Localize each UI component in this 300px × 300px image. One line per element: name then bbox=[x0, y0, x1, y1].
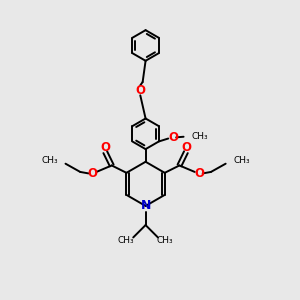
Text: O: O bbox=[135, 84, 145, 97]
Text: CH₃: CH₃ bbox=[118, 236, 134, 245]
Text: O: O bbox=[87, 167, 97, 180]
Text: O: O bbox=[194, 167, 204, 180]
Text: N: N bbox=[140, 200, 151, 212]
Text: CH₃: CH₃ bbox=[157, 236, 174, 245]
Text: O: O bbox=[168, 131, 178, 144]
Text: O: O bbox=[100, 141, 110, 154]
Text: O: O bbox=[181, 141, 191, 154]
Text: CH₃: CH₃ bbox=[233, 156, 250, 165]
Text: CH₃: CH₃ bbox=[192, 132, 208, 141]
Text: CH₃: CH₃ bbox=[41, 156, 58, 165]
